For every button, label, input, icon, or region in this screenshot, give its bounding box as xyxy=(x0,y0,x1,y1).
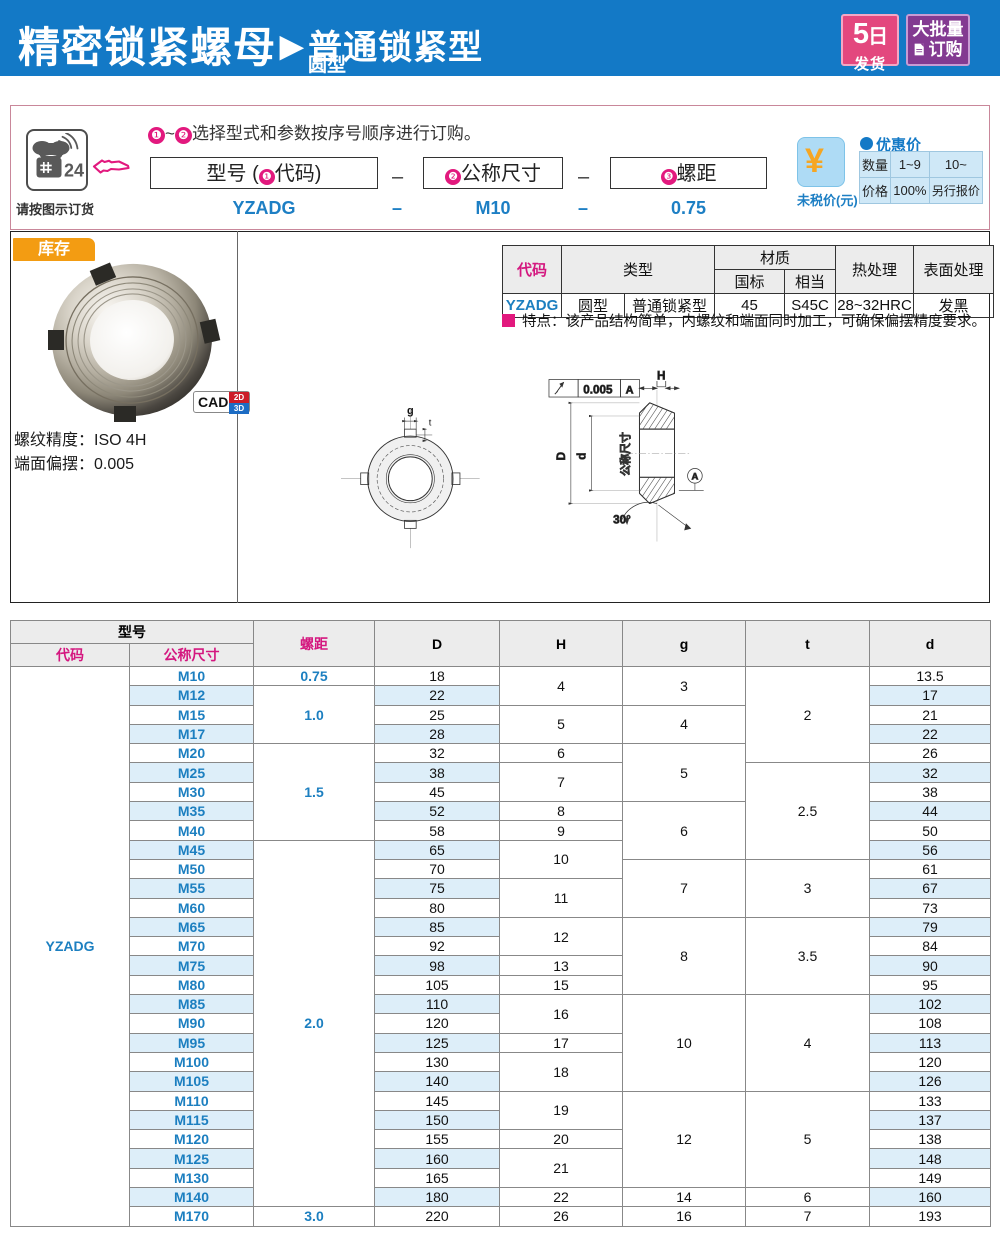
svg-text:24: 24 xyxy=(64,161,84,181)
svg-text:30°: 30° xyxy=(613,513,631,526)
svg-text:g: g xyxy=(407,405,414,417)
svg-text:公称尺寸: 公称尺寸 xyxy=(618,432,632,476)
svg-text:0.005: 0.005 xyxy=(583,383,613,396)
svg-text:A: A xyxy=(626,384,634,396)
svg-text:t: t xyxy=(429,417,432,428)
svg-text:¥: ¥ xyxy=(805,144,824,180)
svg-text:A: A xyxy=(691,471,698,482)
svg-text:H: H xyxy=(657,370,665,383)
svg-text:D: D xyxy=(555,452,568,460)
svg-text:d: d xyxy=(575,453,588,460)
